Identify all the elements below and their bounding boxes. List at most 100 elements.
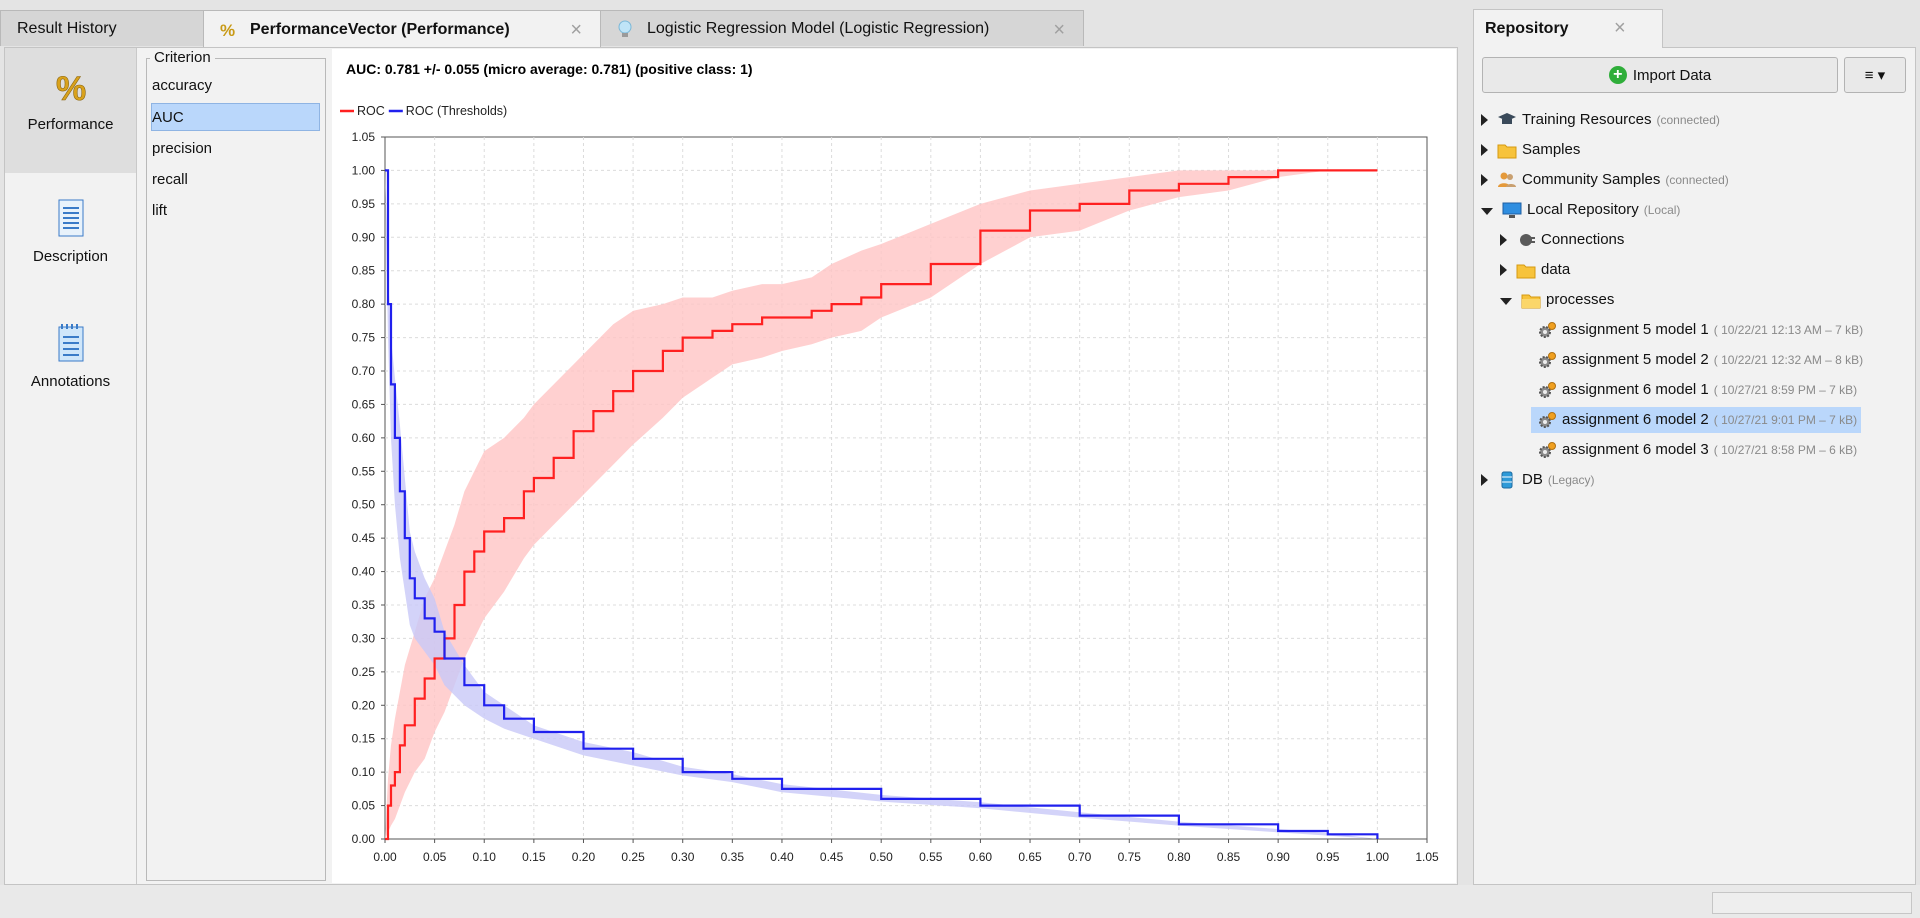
monitor-icon bbox=[1502, 201, 1522, 219]
tree-node-label: processes bbox=[1546, 291, 1615, 308]
tree-node[interactable]: Samples bbox=[1481, 137, 1580, 163]
expand-right-arrow-icon[interactable] bbox=[1481, 174, 1488, 186]
x-tick-label: 0.90 bbox=[1266, 850, 1290, 864]
y-tick-label: 1.05 bbox=[352, 130, 376, 144]
expand-down-arrow-icon[interactable] bbox=[1481, 207, 1493, 215]
tab-label: Result History bbox=[17, 19, 117, 37]
vnav-label: Performance bbox=[27, 116, 114, 133]
tab-label: PerformanceVector (Performance) bbox=[250, 20, 510, 38]
chart-axes: 0.00 0.05 0.10 0.15 0.20 0.25 0.30 0.35 0.40 0.45… bbox=[352, 130, 1439, 864]
x-tick-label: 0.65 bbox=[1018, 850, 1042, 864]
tree-node[interactable]: assignment 5 model 2 ( 10/22/21 12:32 AM … bbox=[1531, 347, 1863, 373]
y-tick-label: 0.30 bbox=[352, 631, 376, 645]
tree-node[interactable]: assignment 6 model 1 ( 10/27/21 8:59 PM –… bbox=[1531, 377, 1857, 403]
tab-repository[interactable]: Repository × bbox=[1473, 9, 1663, 48]
tree-node[interactable]: Training Resources (connected) bbox=[1481, 107, 1720, 133]
y-tick-label: 0.40 bbox=[352, 565, 376, 579]
tree-node-meta: (Local) bbox=[1643, 203, 1681, 217]
vnav-label: Annotations bbox=[30, 373, 111, 390]
tree-node[interactable]: assignment 6 model 2 ( 10/27/21 9:01 PM –… bbox=[1531, 407, 1862, 433]
criterion-group bbox=[146, 58, 326, 881]
tree-node-meta: ( 10/22/21 12:32 AM – 8 kB) bbox=[1713, 353, 1864, 367]
vnav-description[interactable]: Description bbox=[5, 198, 136, 298]
x-tick-label: 0.05 bbox=[423, 850, 447, 864]
y-tick-label: 0.45 bbox=[352, 531, 376, 545]
tab-performance-vector[interactable]: % PerformanceVector (Performance) × bbox=[203, 10, 601, 48]
criterion-item-auc[interactable]: AUC bbox=[151, 103, 320, 131]
chart-lines bbox=[385, 169, 1379, 841]
x-tick-label: 0.95 bbox=[1316, 850, 1340, 864]
tree-node-label: assignment 5 model 1 bbox=[1562, 321, 1709, 338]
y-tick-label: 0.60 bbox=[352, 431, 376, 445]
tree-node[interactable]: Connections bbox=[1500, 227, 1624, 253]
expand-right-arrow-icon[interactable] bbox=[1500, 264, 1507, 276]
x-tick-label: 0.20 bbox=[572, 850, 596, 864]
vnav-annotations[interactable]: Annotations bbox=[5, 323, 136, 423]
process-gear-icon bbox=[1537, 441, 1557, 459]
y-tick-label: 0.35 bbox=[352, 598, 376, 612]
tree-node[interactable]: assignment 6 model 3 ( 10/27/21 8:58 PM –… bbox=[1531, 437, 1857, 463]
x-tick-label: 0.85 bbox=[1217, 850, 1241, 864]
expand-down-arrow-icon[interactable] bbox=[1500, 297, 1512, 305]
tree-node[interactable]: DB (Legacy) bbox=[1481, 467, 1595, 493]
chart-legend: ROC ROC (Thresholds) bbox=[340, 104, 507, 118]
expand-right-arrow-icon[interactable] bbox=[1481, 474, 1488, 486]
criterion-label: precision bbox=[152, 140, 213, 157]
x-tick-label: 0.50 bbox=[870, 850, 894, 864]
repository-menu-button[interactable]: ≡ ▾ bbox=[1844, 57, 1906, 93]
import-data-label: Import Data bbox=[1632, 66, 1712, 84]
y-tick-label: 0.70 bbox=[352, 364, 376, 378]
y-tick-label: 0.80 bbox=[352, 297, 376, 311]
x-tick-label: 0.10 bbox=[473, 850, 497, 864]
tree-node[interactable]: data bbox=[1500, 257, 1570, 283]
tree-node-label: Connections bbox=[1541, 231, 1625, 248]
roc-chart: AUC: 0.781 +/- 0.055 (micro average: 0.7… bbox=[340, 61, 1439, 864]
x-tick-label: 0.40 bbox=[770, 850, 794, 864]
tree-node-meta: ( 10/27/21 8:59 PM – 7 kB) bbox=[1713, 383, 1858, 397]
tree-node[interactable]: Local Repository (Local) bbox=[1481, 197, 1680, 223]
close-icon[interactable]: × bbox=[1614, 17, 1626, 39]
y-tick-label: 0.05 bbox=[352, 799, 376, 813]
menu-icon: ≡ ▾ bbox=[1864, 67, 1886, 84]
criterion-label: lift bbox=[152, 202, 167, 219]
tree-node-label: data bbox=[1541, 261, 1571, 278]
tab-logistic-regression-model[interactable]: Logistic Regression Model (Logistic Regr… bbox=[600, 10, 1084, 46]
tree-node[interactable]: Community Samples (connected) bbox=[1481, 167, 1729, 193]
criterion-item-precision[interactable]: precision bbox=[152, 135, 320, 163]
x-tick-label: 0.75 bbox=[1118, 850, 1142, 864]
repository-panel bbox=[1473, 47, 1916, 885]
tree-node[interactable]: assignment 5 model 1 ( 10/22/21 12:13 AM … bbox=[1531, 317, 1863, 343]
y-tick-label: 1.00 bbox=[352, 163, 376, 177]
criterion-item-lift[interactable]: lift bbox=[152, 197, 320, 225]
x-tick-label: 0.00 bbox=[373, 850, 397, 864]
criterion-legend: Criterion bbox=[150, 49, 215, 66]
expand-right-arrow-icon[interactable] bbox=[1481, 144, 1488, 156]
close-icon[interactable]: × bbox=[570, 19, 582, 41]
close-icon[interactable]: × bbox=[1053, 19, 1065, 41]
vnav-performance[interactable]: % Performance bbox=[5, 48, 136, 173]
percent-icon: % bbox=[5, 70, 136, 109]
svg-text:%: % bbox=[56, 70, 86, 106]
import-data-button[interactable]: + Import Data bbox=[1482, 57, 1838, 93]
x-tick-label: 0.15 bbox=[522, 850, 546, 864]
y-tick-label: 0.95 bbox=[352, 197, 376, 211]
criterion-item-accuracy[interactable]: accuracy bbox=[152, 72, 320, 100]
y-tick-label: 0.50 bbox=[352, 498, 376, 512]
tree-node-meta: (connected) bbox=[1656, 113, 1720, 127]
tree-node-meta: (Legacy) bbox=[1547, 473, 1595, 487]
status-progress-field bbox=[1712, 892, 1912, 914]
criterion-label: recall bbox=[152, 171, 188, 188]
x-tick-label: 1.00 bbox=[1366, 850, 1390, 864]
criterion-item-recall[interactable]: recall bbox=[152, 166, 320, 194]
tree-node[interactable]: processes bbox=[1500, 287, 1614, 313]
y-tick-label: 0.85 bbox=[352, 264, 376, 278]
expand-right-arrow-icon[interactable] bbox=[1481, 114, 1488, 126]
process-gear-icon bbox=[1537, 321, 1557, 339]
process-gear-icon bbox=[1537, 381, 1557, 399]
repository-tab-label: Repository bbox=[1485, 20, 1569, 37]
folder-open-icon bbox=[1521, 291, 1541, 309]
y-tick-label: 0.65 bbox=[352, 397, 376, 411]
chart-title: AUC: 0.781 +/- 0.055 (micro average: 0.7… bbox=[346, 61, 753, 77]
expand-right-arrow-icon[interactable] bbox=[1500, 234, 1507, 246]
tab-result-history[interactable]: Result History bbox=[0, 10, 204, 46]
